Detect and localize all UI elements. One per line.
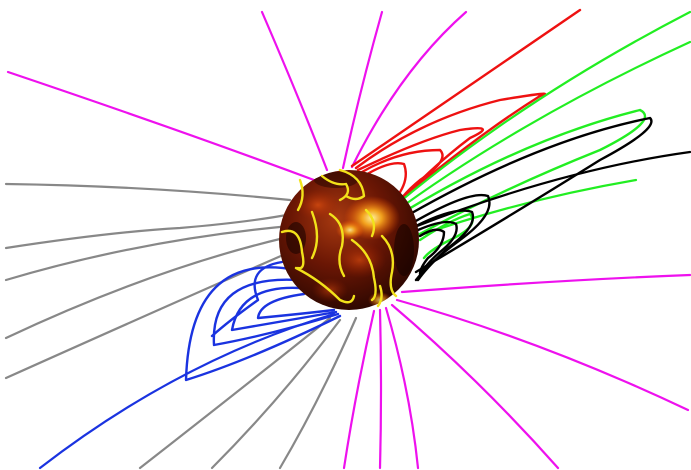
blue-loop: [210, 260, 284, 338]
open-line: [341, 10, 384, 170]
blue-field-lines: [38, 260, 342, 470]
open-line: [260, 10, 329, 172]
surface-loop: [280, 229, 305, 270]
green-loop: [392, 108, 647, 238]
open-line: [350, 10, 468, 169]
gray-line: [210, 318, 342, 470]
blue-loop: [184, 266, 342, 382]
green-line: [388, 10, 691, 212]
gray-field-lines: [4, 182, 358, 470]
surface-loop: [350, 238, 377, 302]
surface-loop: [380, 234, 398, 298]
gray-line: [4, 224, 292, 282]
black-loop: [414, 209, 475, 282]
open-line: [390, 303, 560, 470]
gray-line: [4, 182, 292, 202]
blue-loop: [256, 292, 336, 320]
red-loop: [354, 92, 547, 214]
gray-line: [4, 250, 292, 380]
black-loop: [408, 116, 653, 274]
surface-loop: [296, 178, 304, 212]
open-line: [384, 306, 420, 470]
surface-loop: [364, 208, 376, 238]
open-line: [6, 70, 324, 185]
gray-line: [4, 212, 294, 250]
surface-loop: [328, 212, 346, 278]
red-loop: [362, 162, 407, 200]
open-line: [395, 298, 690, 412]
blue-loop: [230, 286, 338, 332]
green-field-lines: [388, 10, 691, 260]
gray-line: [4, 236, 286, 340]
open-line: [378, 308, 383, 470]
black-field-lines: [408, 116, 691, 282]
black-loop: [418, 228, 446, 276]
sphere: [279, 168, 419, 310]
open-field-lines: [6, 10, 691, 470]
black-loop: [416, 220, 458, 278]
green-line: [416, 178, 638, 238]
red-field-lines: [350, 8, 582, 218]
gray-line: [138, 316, 332, 470]
surface-loop: [294, 266, 356, 304]
red-loop: [350, 8, 582, 168]
green-line: [390, 40, 691, 216]
surface-loop: [338, 168, 366, 201]
gray-line: [278, 316, 358, 470]
red-loop: [360, 148, 444, 218]
blue-line: [38, 312, 336, 470]
surface-loop: [376, 284, 383, 308]
open-line: [342, 309, 376, 470]
surface-loop: [310, 210, 319, 260]
surface-loops: [280, 168, 398, 308]
open-line: [400, 273, 691, 294]
